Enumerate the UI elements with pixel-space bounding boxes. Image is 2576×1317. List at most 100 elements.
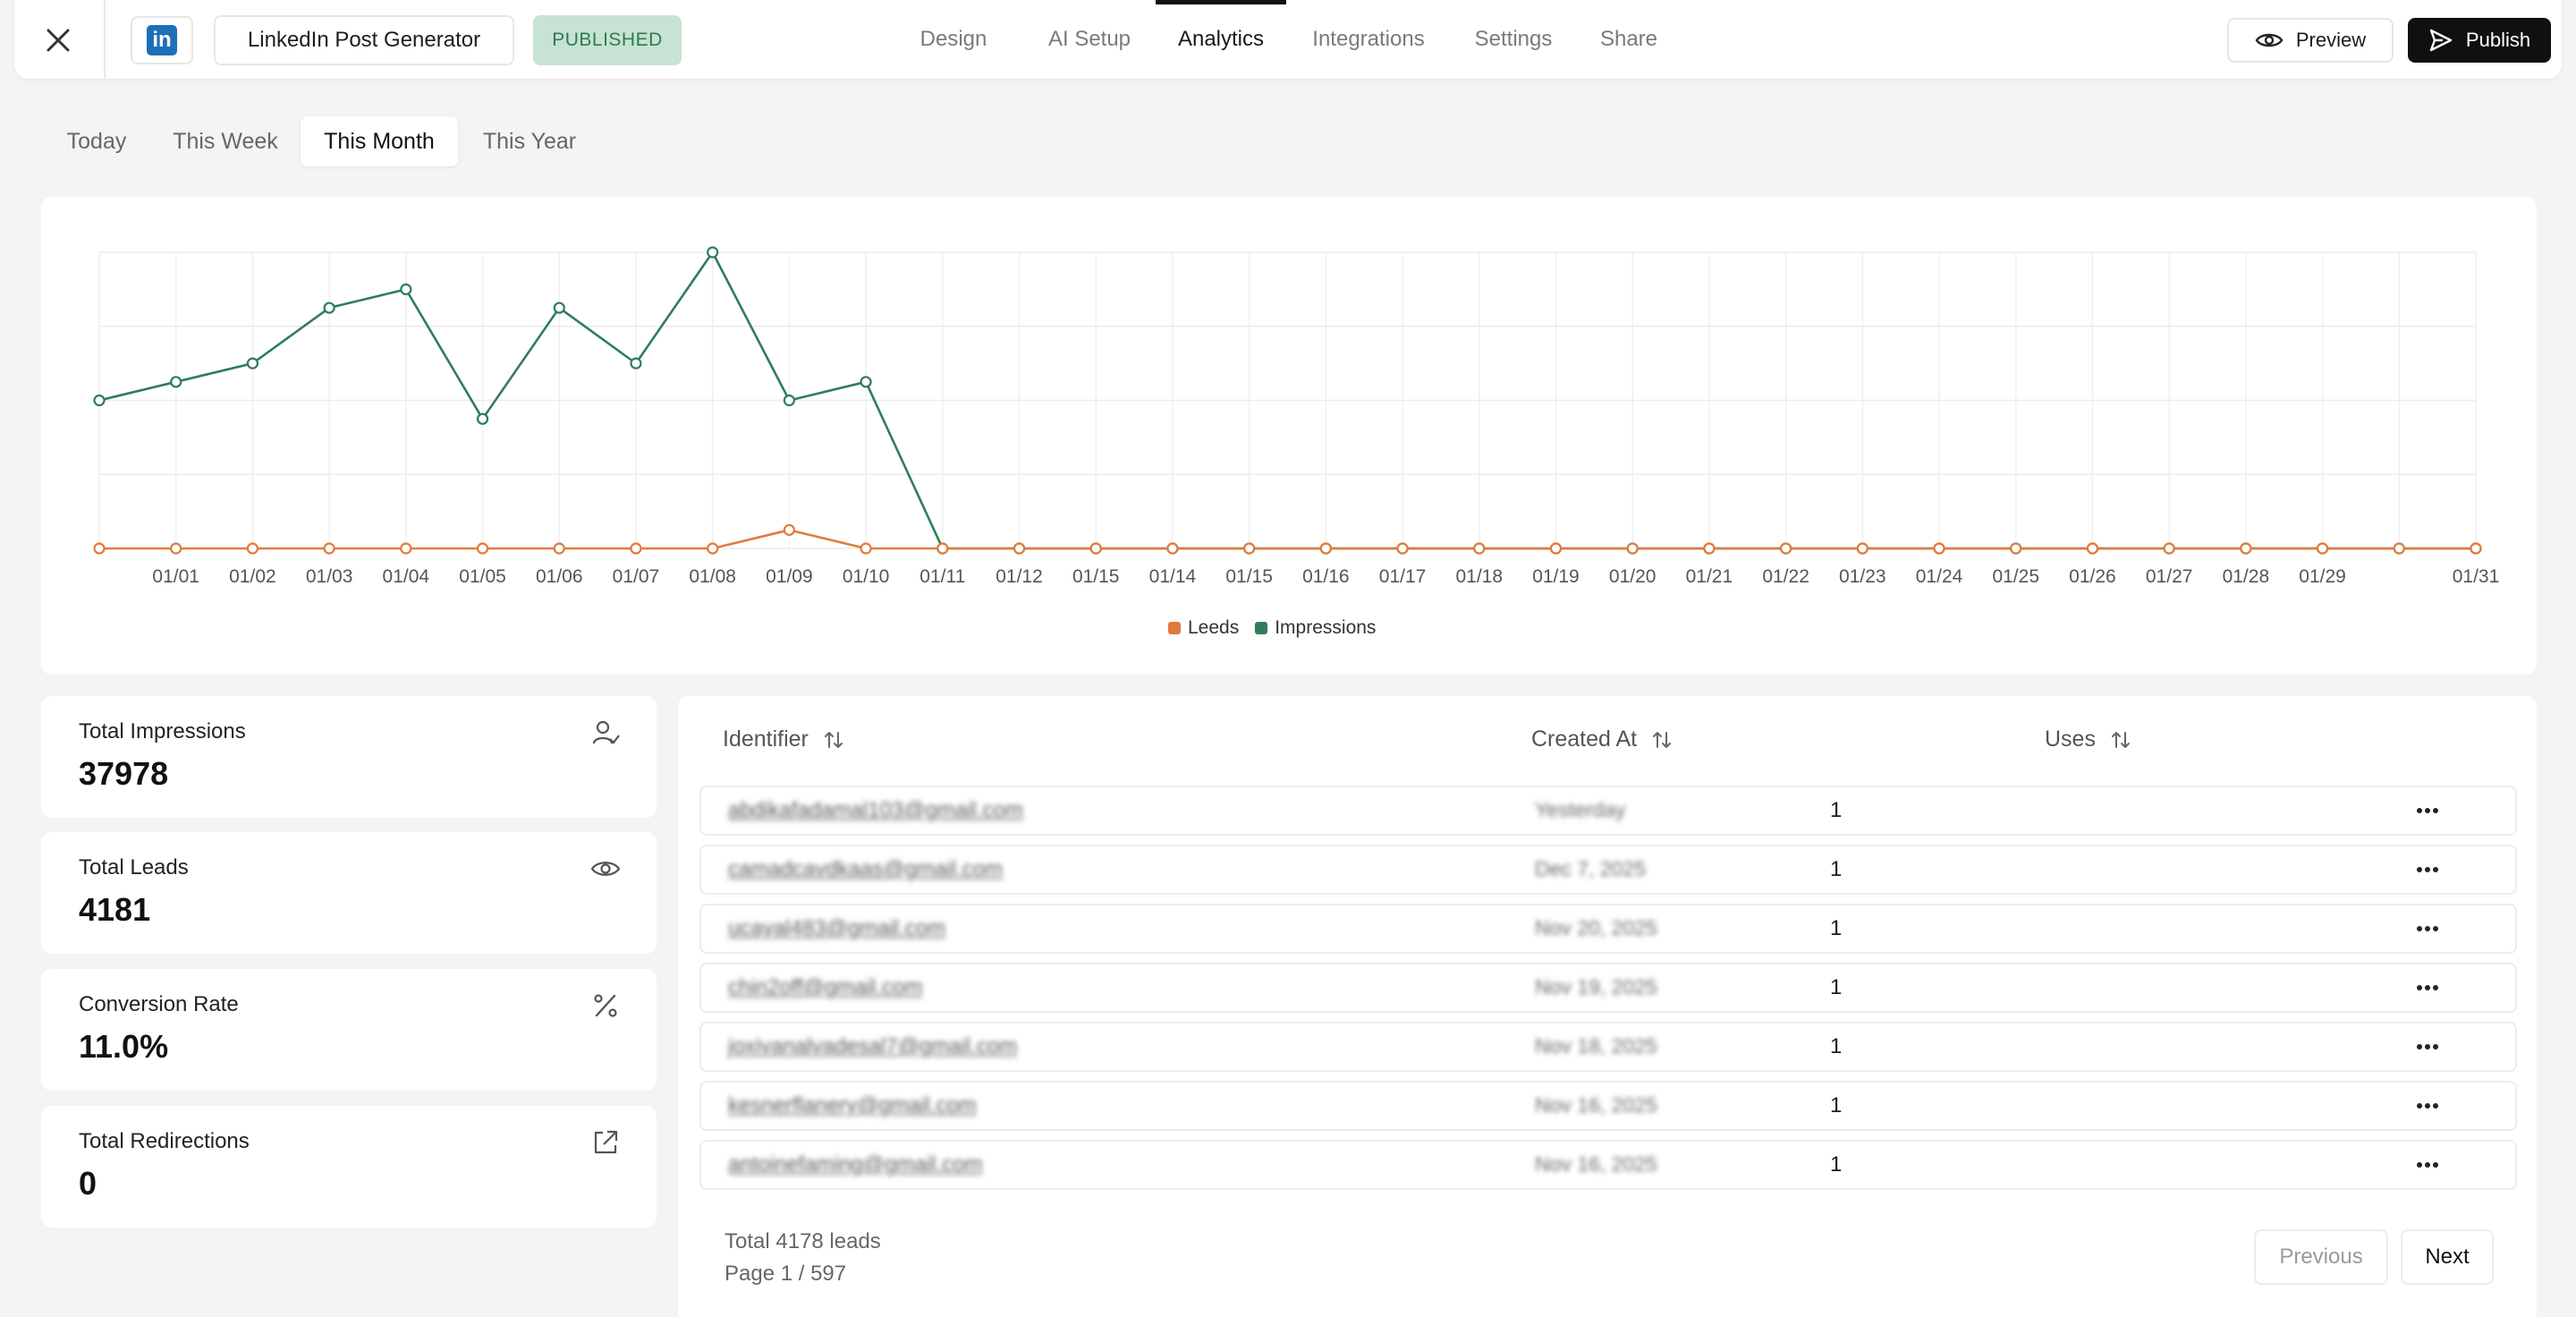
data-point-leeds (170, 542, 182, 555)
table-row[interactable]: joxivanalvadesal7@gmail.com Nov 18, 2025… (699, 1022, 2517, 1072)
close-button[interactable] (34, 16, 82, 64)
data-point-leeds (1549, 542, 1563, 555)
row-actions-button[interactable] (2408, 793, 2447, 828)
row-actions-button[interactable] (2408, 1029, 2447, 1065)
sort-icon[interactable] (1651, 729, 1673, 751)
data-point-leeds (2470, 542, 2482, 555)
tab-analytics[interactable]: Analytics (1156, 0, 1286, 79)
x-tick-label: 01/23 (1839, 566, 1886, 587)
page-indicator: Page 1 / 597 (724, 1262, 847, 1286)
table-row[interactable]: antoinefaming@gmail.com Nov 16, 2025 1 (699, 1140, 2517, 1190)
stat-value: 4181 (79, 891, 151, 928)
cell-uses: 1 (1830, 798, 1843, 822)
series-line-leeds (99, 529, 2476, 550)
x-tick-label: 01/06 (536, 566, 583, 587)
tab-ai-setup[interactable]: AI Setup (1047, 27, 1131, 51)
row-actions-button[interactable] (2408, 970, 2447, 1006)
table-row[interactable]: abdikafadamal103@gmail.com Yesterday 1 (699, 786, 2517, 836)
cell-identifier[interactable]: chin2off@gmail.com (728, 975, 923, 999)
data-point-leeds (783, 523, 795, 536)
data-point-leeds (2086, 542, 2099, 555)
range-tab-today[interactable]: Today (66, 128, 127, 154)
data-point-leeds (1703, 542, 1716, 555)
cell-identifier[interactable]: joxivanalvadesal7@gmail.com (728, 1034, 1018, 1058)
publish-label: Publish (2465, 29, 2531, 51)
linkedin-button[interactable]: in (131, 16, 193, 64)
table-row[interactable]: camadcavdkaas@gmail.com Dec 7, 2025 1 (699, 845, 2517, 895)
column-label: Uses (2045, 726, 2096, 752)
data-point-leeds (93, 542, 106, 555)
publish-button[interactable]: Publish (2408, 18, 2551, 63)
column-header-identifier[interactable]: Identifier (723, 726, 844, 752)
data-point-impressions (93, 394, 106, 407)
column-header-uses[interactable]: Uses (2045, 726, 2131, 752)
more-icon (2417, 1162, 2438, 1168)
x-tick-label: 01/17 (1379, 566, 1427, 587)
preview-label: Preview (2295, 29, 2367, 51)
tab-integrations[interactable]: Integrations (1312, 27, 1425, 51)
more-icon (2417, 808, 2438, 813)
table-row[interactable]: chin2off@gmail.com Nov 19, 2025 1 (699, 963, 2517, 1013)
previous-page-button[interactable]: Previous (2254, 1229, 2388, 1285)
tab-share[interactable]: Share (1599, 27, 1658, 51)
cell-identifier[interactable]: camadcavdkaas@gmail.com (728, 857, 1004, 881)
x-tick-label: 01/27 (2146, 566, 2193, 587)
send-icon (2429, 29, 2453, 52)
row-actions-button[interactable] (2408, 911, 2447, 947)
data-point-leeds (1473, 542, 1486, 555)
column-header-created-at[interactable]: Created At (1531, 726, 1673, 752)
tab-settings[interactable]: Settings (1474, 27, 1553, 51)
data-point-leeds (2010, 542, 2022, 555)
x-tick-label: 01/04 (383, 566, 430, 587)
table-row[interactable]: kesnerflanery@gmail.com Nov 16, 2025 1 (699, 1081, 2517, 1131)
data-point-leeds (476, 542, 489, 555)
table-row[interactable]: ucayal483@gmail.com Nov 20, 2025 1 (699, 904, 2517, 954)
cell-identifier[interactable]: abdikafadamal103@gmail.com (728, 798, 1023, 822)
data-point-impressions (630, 357, 642, 370)
eye-icon (590, 862, 621, 876)
data-point-leeds (246, 542, 259, 555)
stat-card-total-leads: Total Leads 4181 (41, 832, 657, 954)
project-name[interactable]: LinkedIn Post Generator (214, 15, 514, 65)
data-point-leeds (323, 542, 335, 555)
row-actions-button[interactable] (2408, 1147, 2447, 1183)
legend-item-impressions[interactable]: Impressions (1255, 617, 1376, 639)
range-tab-this-year[interactable]: This Year (482, 128, 577, 154)
stat-card-total-impressions: Total Impressions 37978 (41, 696, 657, 818)
cell-identifier[interactable]: antoinefaming@gmail.com (728, 1152, 983, 1177)
cell-created-at: Nov 16, 2025 (1535, 1093, 1657, 1117)
row-actions-button[interactable] (2408, 1088, 2447, 1124)
range-tab-this-week[interactable]: This Week (173, 128, 278, 154)
cell-created-at: Nov 16, 2025 (1535, 1152, 1657, 1176)
stat-value: 11.0% (79, 1028, 169, 1065)
next-page-button[interactable]: Next (2401, 1229, 2494, 1285)
divider (104, 0, 106, 79)
preview-button[interactable]: Preview (2227, 18, 2394, 63)
range-tab-this-month[interactable]: This Month (301, 116, 458, 166)
tab-design[interactable]: Design (919, 27, 987, 51)
more-icon (2417, 867, 2438, 872)
x-tick-label: 01/29 (2299, 566, 2346, 587)
top-bar: in LinkedIn Post Generator PUBLISHED Des… (14, 0, 2562, 79)
x-tick-label: 01/20 (1609, 566, 1657, 587)
chart-legend: Leeds Impressions (1168, 617, 1376, 639)
total-leads-text: Total 4178 leads (724, 1229, 881, 1253)
stat-value: 37978 (79, 755, 169, 792)
data-point-impressions (246, 357, 259, 370)
x-tick-label: 01/10 (843, 566, 890, 587)
cell-identifier[interactable]: ucayal483@gmail.com (728, 916, 946, 940)
stat-label: Conversion Rate (79, 992, 239, 1016)
data-point-leeds (1166, 542, 1179, 555)
cell-created-at: Nov 18, 2025 (1535, 1034, 1657, 1058)
row-actions-button[interactable] (2408, 852, 2447, 888)
cell-uses: 1 (1830, 1034, 1843, 1058)
x-tick-label: 01/15 (1072, 566, 1120, 587)
x-tick-label: 01/15 (1225, 566, 1273, 587)
legend-item-leads[interactable]: Leeds (1168, 617, 1239, 639)
sort-icon[interactable] (823, 729, 844, 751)
sort-icon[interactable] (2110, 729, 2131, 751)
x-tick-label: 01/24 (1916, 566, 1963, 587)
data-point-leeds (1396, 542, 1409, 555)
cell-uses: 1 (1830, 857, 1843, 881)
cell-identifier[interactable]: kesnerflanery@gmail.com (728, 1093, 977, 1117)
